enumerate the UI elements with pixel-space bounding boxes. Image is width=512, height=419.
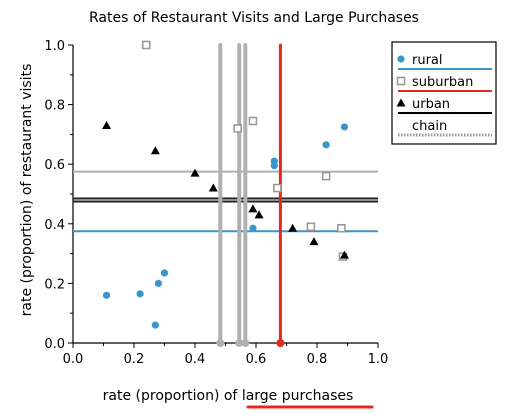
- y-tick-label: 0.2: [44, 277, 65, 292]
- x-tick-label: 0.6: [246, 352, 267, 367]
- rural-point: [249, 224, 257, 232]
- legend-items: rural suburban urban chain: [396, 53, 492, 137]
- reference-lines: [73, 43, 378, 347]
- urban-point: [150, 146, 160, 155]
- vertical-line-end-dot: [241, 339, 250, 347]
- rural-point: [160, 269, 169, 277]
- y-tick-label: 0.0: [44, 337, 65, 352]
- legend-label-chain: chain: [412, 119, 447, 134]
- x-tick-label: 0.8: [307, 352, 328, 367]
- vertical-line-end-dot: [235, 339, 244, 347]
- urban-point: [248, 204, 258, 213]
- suburban-point: [248, 116, 258, 126]
- x-axis-label-prefix: rate (proportion) of: [103, 388, 242, 404]
- x-tick-label: 0.0: [63, 352, 84, 367]
- rural-point: [270, 162, 278, 170]
- suburban-point: [321, 171, 331, 181]
- suburban-point: [306, 222, 316, 232]
- legend-label-suburban: suburban: [412, 75, 473, 90]
- y-tick-label: 0.8: [44, 99, 65, 114]
- x-axis-label-highlight: large purchases: [242, 388, 354, 404]
- axes: 0.0 0.2 0.4 0.6 0.8 1.0 0.0 0.2 0.4 0.6 0.8 1.0: [44, 39, 388, 367]
- data-points: [102, 40, 349, 329]
- y-tick-label: 0.4: [44, 218, 65, 233]
- urban-point: [102, 120, 112, 129]
- urban-point: [288, 223, 298, 232]
- rural-point: [322, 141, 330, 149]
- urban-point: [190, 168, 200, 177]
- legend-box: [391, 41, 497, 145]
- vertical-line-end-dot: [216, 339, 225, 347]
- legend-marker-rural: [397, 55, 405, 63]
- urban-point: [208, 183, 218, 192]
- suburban-point: [141, 40, 151, 50]
- x-tick-label: 0.4: [185, 352, 206, 367]
- suburban-point: [337, 223, 346, 233]
- suburban-point: [273, 183, 282, 193]
- x-tick-label: 0.2: [124, 352, 145, 367]
- urban-point: [309, 237, 319, 246]
- legend-marker-suburban: [396, 76, 406, 86]
- x-axis-label: rate (proportion) of large purchases: [103, 388, 354, 404]
- rural-point: [340, 123, 349, 131]
- rural-point: [136, 290, 144, 298]
- chart-title: Rates of Restaurant Visits and Large Pur…: [89, 10, 419, 26]
- y-tick-label: 1.0: [44, 39, 65, 54]
- legend: rural suburban urban chain: [391, 41, 497, 145]
- urban-point: [254, 210, 264, 219]
- urban-point: [339, 250, 349, 259]
- vertical-line-end-dot: [276, 339, 285, 347]
- x-tick-label: 1.0: [368, 352, 389, 367]
- legend-label-urban: urban: [412, 97, 450, 112]
- legend-marker-urban: [396, 98, 406, 107]
- rural-point: [102, 291, 111, 299]
- rural-point: [151, 321, 159, 329]
- legend-label-rural: rural: [412, 53, 443, 68]
- y-tick-label: 0.6: [44, 158, 65, 173]
- y-axis-label: rate (proportion) of restaurant visits: [19, 64, 35, 317]
- rural-point: [154, 279, 162, 287]
- suburban-point: [233, 124, 242, 133]
